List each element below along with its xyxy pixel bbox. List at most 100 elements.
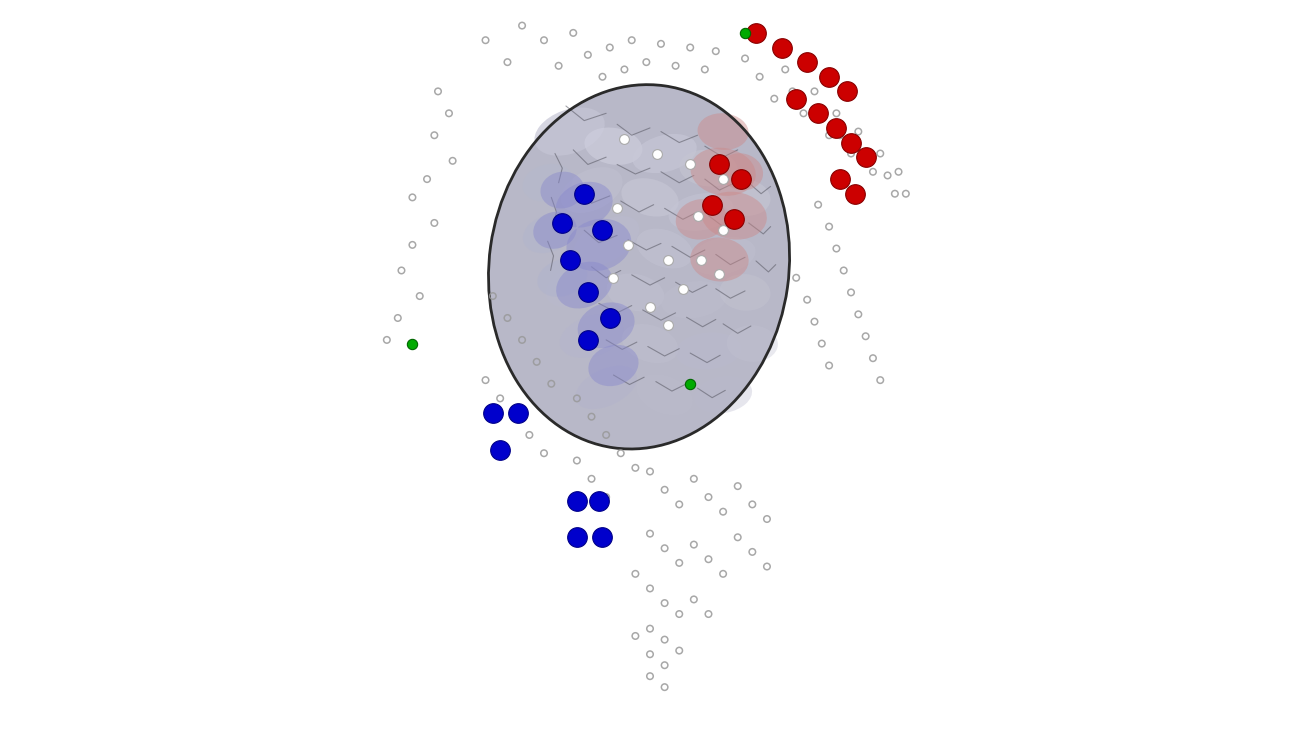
Point (654, 634, 675, 645)
Point (734, 53, 755, 64)
Ellipse shape (668, 193, 733, 231)
Point (581, 473, 602, 485)
Point (640, 583, 660, 594)
Point (841, 137, 862, 148)
Point (654, 542, 675, 554)
Ellipse shape (676, 199, 727, 240)
Point (848, 308, 868, 320)
Point (599, 42, 620, 53)
Point (603, 272, 624, 284)
Point (577, 49, 598, 61)
Ellipse shape (719, 274, 771, 311)
Ellipse shape (698, 113, 749, 150)
Point (497, 312, 517, 324)
Point (805, 316, 826, 327)
Point (658, 319, 679, 331)
Point (672, 283, 693, 295)
Ellipse shape (637, 374, 693, 415)
Ellipse shape (680, 150, 737, 186)
Ellipse shape (637, 229, 693, 268)
Point (811, 338, 832, 349)
Ellipse shape (523, 215, 572, 253)
Point (533, 447, 554, 459)
Point (512, 334, 533, 346)
Point (826, 107, 846, 119)
Ellipse shape (541, 172, 584, 208)
Point (855, 151, 876, 163)
Point (654, 659, 675, 671)
Ellipse shape (720, 154, 763, 190)
Point (625, 630, 646, 642)
Point (654, 597, 675, 609)
Point (668, 645, 689, 656)
Point (724, 213, 745, 225)
Ellipse shape (537, 259, 588, 297)
Ellipse shape (576, 366, 637, 409)
Ellipse shape (577, 303, 634, 348)
Ellipse shape (621, 324, 679, 363)
Ellipse shape (676, 333, 741, 369)
Ellipse shape (560, 167, 623, 213)
Point (387, 312, 408, 324)
Ellipse shape (690, 237, 755, 275)
Point (870, 148, 891, 159)
Point (658, 254, 679, 265)
Ellipse shape (523, 164, 573, 202)
Ellipse shape (555, 182, 612, 227)
Point (377, 334, 398, 346)
Point (855, 330, 876, 342)
Point (775, 64, 796, 75)
Point (474, 374, 495, 386)
Point (826, 243, 846, 254)
Ellipse shape (534, 107, 604, 156)
Ellipse shape (690, 238, 749, 281)
Point (807, 199, 828, 211)
Point (727, 480, 747, 492)
Point (402, 192, 422, 203)
Ellipse shape (727, 325, 777, 362)
Point (640, 648, 660, 660)
Ellipse shape (607, 273, 664, 311)
Point (807, 107, 828, 119)
Point (512, 20, 533, 31)
Point (680, 159, 701, 170)
Point (666, 60, 686, 72)
Point (819, 129, 840, 141)
Point (712, 506, 733, 518)
Point (490, 393, 511, 404)
Point (592, 71, 612, 83)
Ellipse shape (694, 376, 753, 414)
Ellipse shape (533, 212, 577, 249)
Point (684, 594, 705, 605)
Point (797, 294, 818, 306)
Point (793, 107, 814, 119)
Point (708, 268, 729, 280)
Point (702, 199, 723, 211)
Point (749, 71, 770, 83)
Point (654, 681, 675, 693)
Point (611, 447, 632, 459)
Point (706, 45, 727, 57)
Point (592, 224, 612, 236)
Point (650, 38, 671, 50)
Point (855, 148, 876, 159)
Point (888, 166, 909, 178)
Ellipse shape (489, 85, 789, 449)
Point (640, 466, 660, 477)
Point (640, 670, 660, 682)
Point (482, 407, 503, 419)
Ellipse shape (559, 314, 624, 358)
Point (819, 71, 840, 83)
Point (684, 473, 705, 485)
Point (688, 210, 709, 221)
Ellipse shape (589, 345, 638, 386)
Point (482, 290, 503, 302)
Point (595, 491, 616, 503)
Point (833, 265, 854, 276)
Point (410, 290, 430, 302)
Ellipse shape (567, 219, 632, 271)
Point (625, 462, 646, 474)
Point (416, 173, 437, 185)
Point (783, 86, 803, 97)
Point (884, 188, 905, 200)
